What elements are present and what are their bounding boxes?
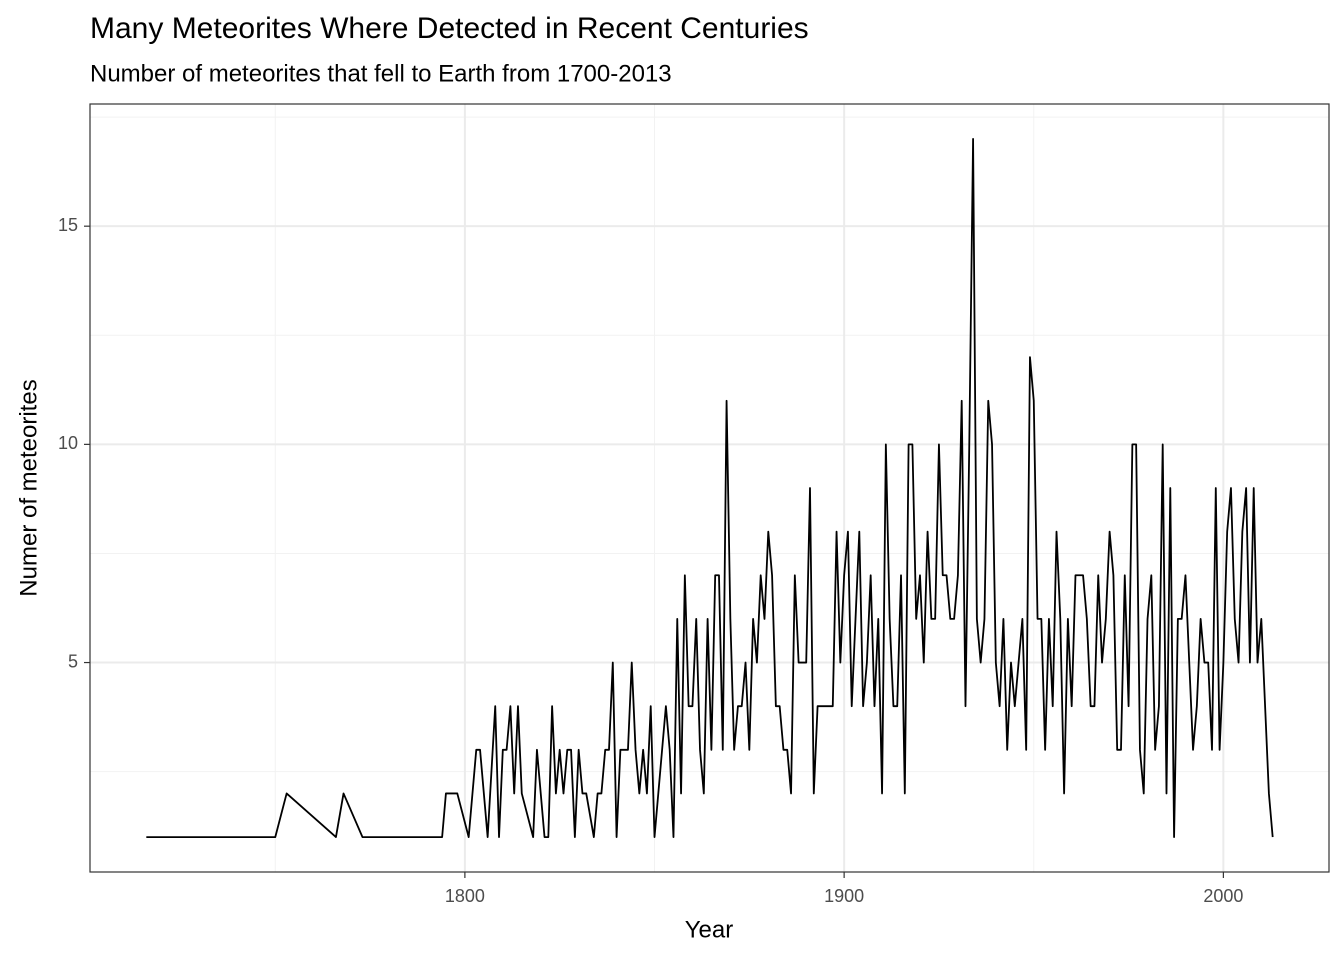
chart-subtitle: Number of meteorites that fell to Earth … [90,60,672,87]
chart-title: Many Meteorites Where Detected in Recent… [90,12,809,45]
y-tick-label: 15 [58,215,78,235]
x-tick-label: 1800 [445,886,485,906]
y-tick-label: 5 [68,651,78,671]
y-axis-label: Numer of meteorites [15,379,42,596]
x-axis-label: Year [685,916,734,943]
panel-border [89,103,1330,873]
x-tick-label: 2000 [1203,886,1243,906]
y-tick-label: 10 [58,433,78,453]
plot [146,138,1274,838]
data-line [146,138,1274,838]
x-tick-label: 1900 [824,886,864,906]
